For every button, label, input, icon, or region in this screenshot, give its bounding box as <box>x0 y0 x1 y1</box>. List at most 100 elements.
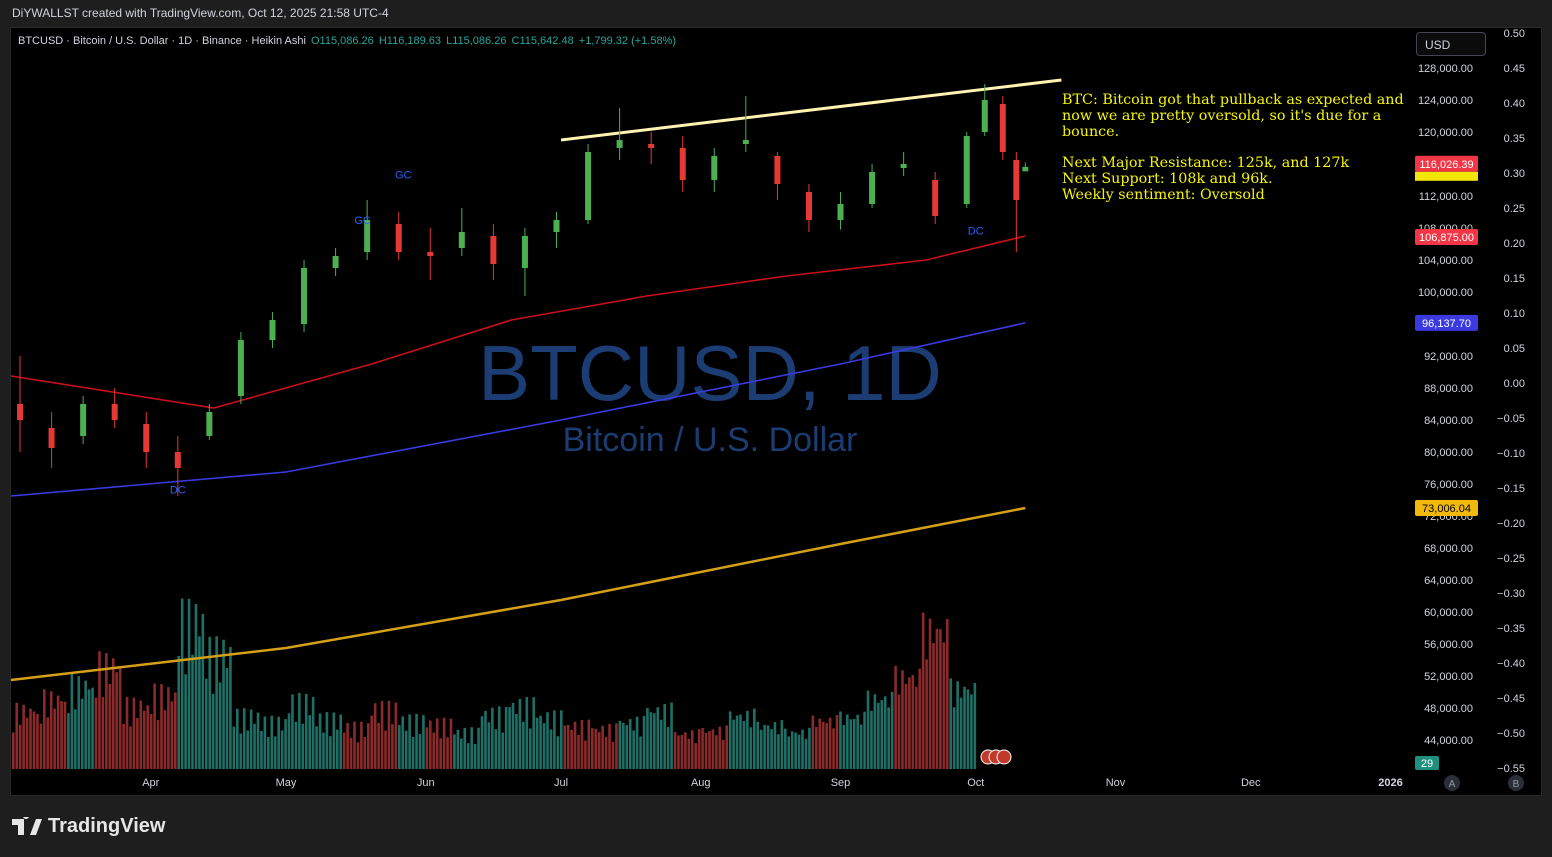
tradingview-logo[interactable]: TradingView <box>12 815 165 838</box>
volume-bar <box>63 701 67 769</box>
volume-bar <box>573 721 577 769</box>
volume-bar <box>949 678 953 769</box>
candle-body[interactable] <box>869 172 876 204</box>
moving-average-line[interactable] <box>10 235 1026 409</box>
candle-body[interactable] <box>174 452 181 468</box>
candle-body[interactable] <box>458 232 465 248</box>
symbol-description[interactable]: BTCUSD · Bitcoin / U.S. Dollar · 1D · Bi… <box>18 35 306 47</box>
volume-bar <box>101 697 105 769</box>
volume-bar <box>970 694 973 769</box>
candle-body[interactable] <box>427 252 434 256</box>
volume-bar <box>708 731 711 769</box>
candle-body[interactable] <box>963 136 970 204</box>
candle-body[interactable] <box>648 144 655 148</box>
moving-average-line[interactable] <box>10 322 1026 497</box>
candle-body[interactable] <box>237 340 244 396</box>
candle-body[interactable] <box>616 140 623 148</box>
indicator-axis-label: 0.15 <box>1504 273 1525 285</box>
volume-bar <box>873 694 877 769</box>
volume-bar <box>797 734 801 769</box>
candle-body[interactable] <box>111 404 118 420</box>
ohlc-close: C115,642.48 <box>511 35 574 47</box>
candle-body[interactable] <box>900 164 907 168</box>
volume-bar <box>432 732 436 769</box>
volume-bar <box>449 718 453 769</box>
price-chart[interactable]: BTCUSD, 1D Bitcoin / U.S. Dollar 128,000.0… <box>10 27 1542 796</box>
indicator-axis-label: −0.15 <box>1497 483 1525 495</box>
candle-body[interactable] <box>332 256 339 268</box>
indicator-axis-label: 0.25 <box>1504 203 1525 215</box>
volume-bar <box>639 736 642 769</box>
candle-body[interactable] <box>932 180 939 216</box>
candle-body[interactable] <box>1013 160 1020 200</box>
volume-bar <box>604 736 608 769</box>
candle-body[interactable] <box>490 236 497 264</box>
volume-bar <box>411 737 415 769</box>
signal-label: DC <box>968 225 984 237</box>
volume-bar <box>473 743 477 769</box>
candle-body[interactable] <box>80 404 87 436</box>
candle-body[interactable] <box>679 148 686 180</box>
time-axis-label: Apr <box>142 777 159 789</box>
price-axis-label: 92,000.00 <box>1424 351 1473 363</box>
volume-bar <box>594 728 598 769</box>
candle-body[interactable] <box>269 320 276 340</box>
volume-bar <box>959 697 963 769</box>
volume-bar <box>487 722 491 769</box>
analysis-note[interactable]: BTC: Bitcoin got that pullback as expect… <box>1062 92 1407 203</box>
price-axis-label: 104,000.00 <box>1418 255 1473 267</box>
volume-bar <box>577 734 580 769</box>
candle-body[interactable] <box>364 220 371 252</box>
price-axis-label: 112,000.00 <box>1419 191 1473 203</box>
volume-bar <box>149 714 153 769</box>
event-flag-icon[interactable] <box>996 749 1012 765</box>
indicator-axis-label: 0.40 <box>1504 98 1525 110</box>
volume-bar <box>387 700 391 769</box>
volume-bar <box>794 732 797 769</box>
volume-bar <box>952 707 956 769</box>
resistance-trendline[interactable] <box>560 78 1062 142</box>
candle-body[interactable] <box>553 220 560 232</box>
volume-bar <box>608 723 611 769</box>
candle-body[interactable] <box>837 204 844 220</box>
volume-bar <box>883 696 887 769</box>
candle-body[interactable] <box>395 224 402 252</box>
note-resistance: Next Major Resistance: 125k, and 127k <box>1062 155 1350 171</box>
candle-body[interactable] <box>301 268 308 324</box>
candle-body[interactable] <box>711 156 718 180</box>
time-axis-label: Sep <box>831 777 851 789</box>
volume-bar <box>856 714 859 769</box>
signal-label: GC <box>395 169 412 181</box>
volume-bar <box>356 742 360 769</box>
volume-bar <box>260 730 263 769</box>
candle-body[interactable] <box>585 152 592 220</box>
volume-bar <box>942 642 946 769</box>
candle-body[interactable] <box>521 236 528 268</box>
candle-body[interactable] <box>999 104 1006 152</box>
candle-body[interactable] <box>805 192 812 220</box>
volume-bar <box>160 684 163 769</box>
time-axis-label: Nov <box>1106 777 1126 789</box>
indicator-axis-label: −0.20 <box>1497 518 1525 530</box>
candle-body[interactable] <box>143 424 150 452</box>
candle-body[interactable] <box>742 140 749 144</box>
volume-bar <box>932 643 935 769</box>
moving-average-line[interactable] <box>10 506 1026 682</box>
scale-button-b[interactable] <box>1508 775 1524 791</box>
candle-body[interactable] <box>1022 166 1029 172</box>
candle-body[interactable] <box>48 428 55 448</box>
volume-bar <box>770 729 773 769</box>
candle-body[interactable] <box>206 412 213 436</box>
volume-bar <box>339 714 343 769</box>
candle-body[interactable] <box>981 100 988 132</box>
volume-bar <box>904 683 908 769</box>
price-axis-label: 88,000.00 <box>1424 383 1473 395</box>
currency-selector[interactable]: USD <box>1416 32 1486 56</box>
candle-body[interactable] <box>17 404 24 420</box>
volume-bar <box>804 738 808 769</box>
volume-bar <box>832 728 835 769</box>
scale-button-a[interactable] <box>1444 775 1460 791</box>
candle-body[interactable] <box>774 156 781 184</box>
volume-bar <box>591 728 594 769</box>
volume-bar <box>91 687 94 769</box>
